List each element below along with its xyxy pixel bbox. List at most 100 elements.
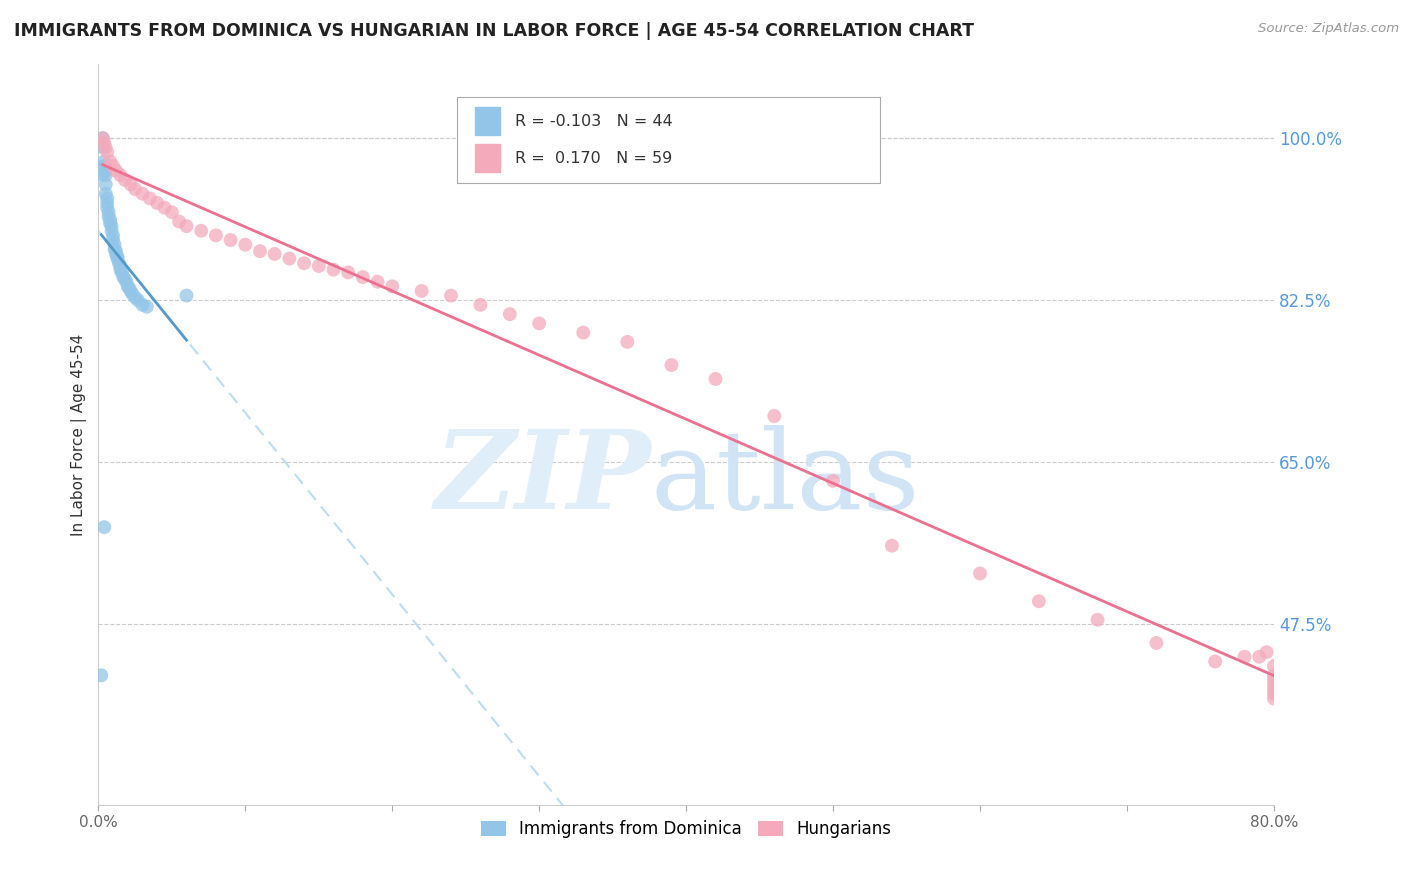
Point: [110, 262, 132, 277]
Point: [117, 279, 139, 293]
Bar: [475, 145, 501, 172]
Point: [107, 252, 129, 266]
Point: [104, 247, 127, 261]
Point: [110, 168, 132, 182]
Point: [91, 168, 114, 182]
Point: [100, 224, 122, 238]
Point: [1263, 691, 1285, 706]
Point: [101, 159, 124, 173]
FancyBboxPatch shape: [457, 97, 880, 183]
Point: [1263, 682, 1285, 697]
Point: [1233, 649, 1256, 664]
Point: [104, 163, 127, 178]
Point: [96, 145, 118, 159]
Bar: [475, 107, 501, 136]
Point: [96, 196, 118, 211]
Point: [160, 205, 183, 219]
Point: [381, 279, 404, 293]
Point: [219, 233, 242, 247]
Point: [1263, 673, 1285, 687]
Point: [103, 237, 125, 252]
Point: [93, 159, 115, 173]
Point: [1263, 687, 1285, 701]
Point: [470, 298, 492, 312]
Point: [1249, 649, 1271, 664]
Point: [176, 288, 198, 302]
Point: [98, 216, 121, 230]
Point: [167, 214, 190, 228]
Point: [120, 284, 142, 298]
Legend: Immigrants from Dominica, Hungarians: Immigrants from Dominica, Hungarians: [474, 814, 898, 845]
Point: [205, 228, 228, 243]
Point: [120, 178, 142, 192]
Point: [96, 191, 118, 205]
Point: [190, 224, 212, 238]
Point: [880, 539, 903, 553]
Point: [263, 247, 285, 261]
Point: [93, 136, 115, 150]
Point: [135, 300, 157, 314]
Point: [176, 219, 198, 234]
Point: [114, 272, 136, 286]
Point: [1263, 668, 1285, 682]
Point: [616, 334, 638, 349]
Point: [103, 242, 125, 256]
Point: [101, 233, 124, 247]
Point: [153, 201, 176, 215]
Point: [367, 275, 389, 289]
Point: [94, 140, 117, 154]
Point: [969, 566, 991, 581]
Point: [352, 270, 374, 285]
Point: [131, 298, 153, 312]
Point: [121, 286, 143, 301]
Point: [93, 154, 115, 169]
Point: [1087, 613, 1109, 627]
Point: [124, 182, 146, 196]
Point: [139, 191, 162, 205]
Point: [292, 256, 315, 270]
Point: [107, 250, 129, 264]
Point: [110, 259, 132, 273]
Point: [114, 173, 136, 187]
Point: [1144, 636, 1167, 650]
Point: [91, 131, 114, 145]
Point: [233, 237, 256, 252]
Point: [97, 205, 120, 219]
Point: [94, 163, 117, 178]
Point: [322, 262, 344, 277]
Point: [278, 252, 301, 266]
Text: Source: ZipAtlas.com: Source: ZipAtlas.com: [1258, 22, 1399, 36]
Point: [572, 326, 595, 340]
Point: [91, 140, 114, 154]
Point: [704, 372, 727, 386]
Point: [499, 307, 522, 321]
Text: IMMIGRANTS FROM DOMINICA VS HUNGARIAN IN LABOR FORCE | AGE 45-54 CORRELATION CHA: IMMIGRANTS FROM DOMINICA VS HUNGARIAN IN…: [14, 22, 974, 40]
Point: [337, 265, 360, 279]
Point: [91, 131, 114, 145]
Point: [527, 317, 550, 331]
Point: [131, 186, 153, 201]
Point: [763, 409, 786, 423]
Point: [1028, 594, 1050, 608]
Point: [98, 212, 121, 227]
Point: [104, 244, 127, 259]
Point: [94, 168, 117, 182]
Text: R = -0.103   N = 44: R = -0.103 N = 44: [515, 113, 672, 128]
Text: ZIP: ZIP: [434, 425, 651, 533]
Point: [101, 228, 124, 243]
Point: [1256, 645, 1278, 659]
Point: [93, 520, 115, 534]
Point: [98, 154, 121, 169]
Point: [124, 290, 146, 304]
Point: [1204, 655, 1226, 669]
Point: [112, 270, 135, 285]
Text: atlas: atlas: [651, 425, 921, 533]
Point: [440, 288, 463, 302]
Point: [1263, 659, 1285, 673]
Point: [97, 210, 120, 224]
Point: [115, 275, 138, 289]
Point: [118, 281, 141, 295]
Text: R =  0.170   N = 59: R = 0.170 N = 59: [515, 151, 672, 166]
Point: [1263, 677, 1285, 691]
Point: [661, 358, 683, 372]
